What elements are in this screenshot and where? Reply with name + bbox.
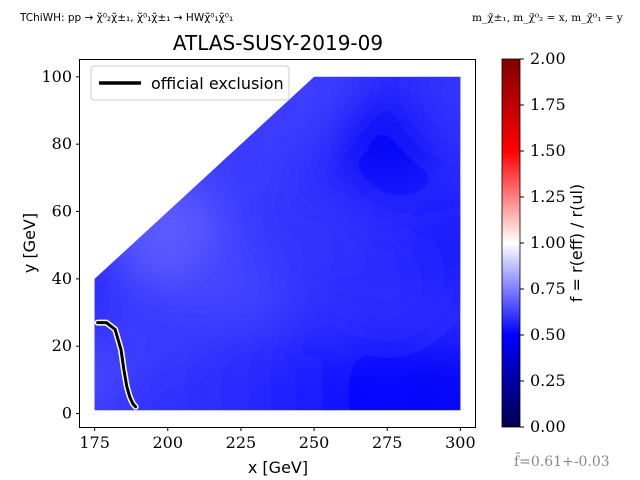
colorbar-tick-label: 1.75 (530, 95, 566, 114)
colorbar-tick-label: 1.00 (530, 233, 566, 252)
y-axis-label: y [GeV] (20, 213, 39, 273)
colorbar-tick-label: 1.25 (530, 187, 566, 206)
heat-point-15 (405, 341, 461, 411)
colorbar-ticks: 0.00 0.25 0.50 0.75 1.00 1.25 1.50 1.75 2.00 (520, 49, 566, 436)
y-tick-label: 20 (52, 336, 72, 355)
colorbar-tick-label: 0.25 (530, 371, 566, 390)
y-tick-label: 80 (52, 134, 72, 153)
heat-point-17 (405, 76, 461, 149)
y-tick-label: 40 (52, 269, 72, 288)
heatmap-cells (94, 76, 461, 411)
colorbar-tick-label: 0.50 (530, 325, 566, 344)
x-tick-label: 200 (153, 433, 184, 452)
colorbar-tick-label: 0.00 (530, 417, 566, 436)
exclusion-curve (96, 321, 138, 409)
x-tick-label: 175 (79, 433, 110, 452)
legend-label: official exclusion (151, 74, 284, 93)
heatmap-region (94, 76, 461, 411)
legend: official exclusion (90, 65, 290, 101)
x-tick-label: 300 (445, 433, 476, 452)
y-tick-label: 0 (62, 404, 72, 423)
chart-title: ATLAS-SUSY-2019-09 (173, 31, 383, 55)
process-note: TChiWH: pp → χ̃⁰₂χ̃±₁, χ̃⁰₁χ̃±₁ → HWχ̃⁰₁… (20, 12, 234, 24)
colorbar (501, 58, 521, 428)
legend-box (90, 65, 290, 101)
y-tick-label: 100 (41, 67, 72, 86)
colorbar-tick-label: 2.00 (530, 49, 566, 68)
colorbar-label: f = r(eff) / r(ul) (567, 184, 586, 302)
y-tick-label: 60 (52, 202, 72, 221)
x-axis-ticks: 175 200 225 250 275 300 (79, 427, 476, 452)
x-tick-label: 275 (372, 433, 403, 452)
x-tick-label: 225 (226, 433, 257, 452)
mean-ratio-readout: f̄=0.61+-0.03 (514, 454, 610, 470)
plot-frame (79, 59, 476, 428)
exclusion-curve-group (94, 319, 139, 410)
colorbar-tick-label: 1.50 (530, 141, 566, 160)
mass-note: m_χ̃±₁, m_χ̃⁰₂ = x, m_χ̃⁰₁ = y (472, 12, 623, 24)
y-axis-ticks: 0 20 40 60 80 100 (41, 67, 80, 423)
x-axis-label: x [GeV] (248, 458, 308, 477)
heat-point-16 (405, 190, 461, 301)
colorbar-tick-label: 0.75 (530, 279, 566, 298)
x-tick-label: 250 (299, 433, 330, 452)
